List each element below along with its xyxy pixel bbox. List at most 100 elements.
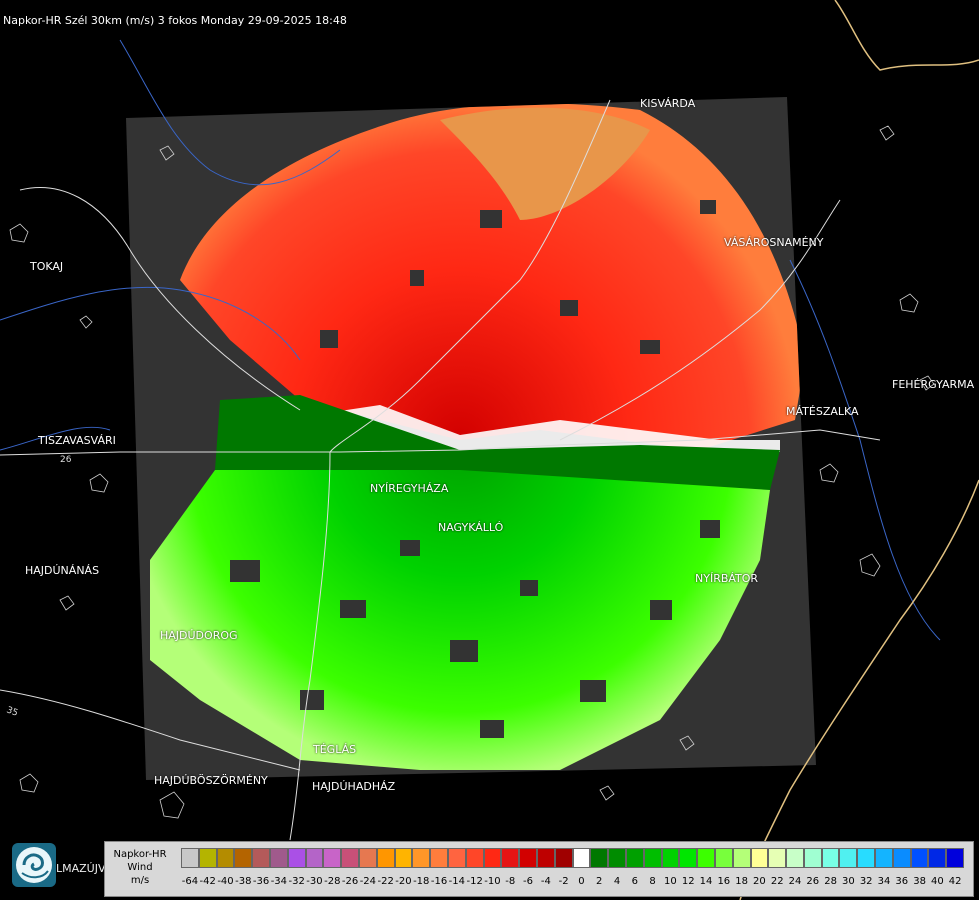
legend-label-line: m/s xyxy=(130,875,150,886)
legend-tick-label: 4 xyxy=(613,876,621,887)
legend-tick-label: -32 xyxy=(288,876,305,887)
legend-tick-label: -4 xyxy=(540,876,551,887)
logo-icon xyxy=(12,843,56,887)
legend-swatch xyxy=(358,848,377,868)
echo-northern-red xyxy=(180,103,805,450)
legend-swatch xyxy=(857,848,876,868)
river xyxy=(119,39,341,186)
city-label-hajduhadhaz: HAJDÚHADHÁZ xyxy=(312,780,396,793)
legend-tick-label: -26 xyxy=(341,876,359,887)
brand-text: LMAZÚJVÁR xyxy=(56,862,120,875)
country-border xyxy=(834,0,979,71)
legend-tick-label: -40 xyxy=(217,876,234,887)
legend-tick-label: 18 xyxy=(735,876,748,887)
legend-tick-label: -24 xyxy=(359,876,377,887)
legend-swatch xyxy=(323,848,342,868)
legend-swatch xyxy=(768,848,787,868)
legend-swatches xyxy=(181,848,965,870)
city-label-hajduboszormeny: HAJDÚBÖSZÖRMÉNY xyxy=(154,774,268,787)
legend-tick-label: 32 xyxy=(859,876,873,887)
legend-swatch xyxy=(643,848,662,868)
legend-tick-label: -20 xyxy=(395,876,412,887)
legend-label-line: Napkor-HR xyxy=(113,849,167,860)
city-label-hajdudorog: HAJDÚDOROG xyxy=(160,629,238,642)
color-legend: Napkor-HR Wind m/s -64 -42 -40 -38 -36 -34 -32… xyxy=(104,841,974,897)
legend-swatch xyxy=(198,848,217,868)
road-northwest xyxy=(19,187,301,411)
legend-tick-label: 22 xyxy=(770,876,784,887)
legend-tick-label: -38 xyxy=(235,876,252,887)
legend-tick-label: 24 xyxy=(788,876,802,887)
road-main xyxy=(0,429,881,456)
legend-swatch xyxy=(447,848,466,868)
legend-tick-label: -30 xyxy=(306,876,323,887)
city-label-kisvarda: KISVÁRDA xyxy=(640,97,696,110)
legend-ticks: -64 -42 -40 -38 -36 -34 -32 -30 -28 -26 -24 -22 -20-… xyxy=(181,876,964,890)
city-label-nagykallo: NAGYKÁLLÓ xyxy=(438,521,504,534)
legend-swatch xyxy=(252,848,270,868)
legend-swatch xyxy=(590,848,609,868)
city-label-teglas: TÉGLÁS xyxy=(313,743,357,756)
legend-tick-label: -18 xyxy=(413,876,430,887)
echo-dark-green xyxy=(215,395,780,490)
legend-tick-label: -8 xyxy=(505,876,516,887)
legend-swatch xyxy=(394,848,413,868)
legend-tick-label: 30 xyxy=(842,876,855,887)
legend-tick-label: 0 xyxy=(578,876,585,887)
city-label-vasarosnameny: VÁSÁROSNAMÉNY xyxy=(724,236,824,249)
legend-swatch xyxy=(536,848,555,868)
road-east xyxy=(559,199,841,441)
legend-tick-label: 10 xyxy=(664,876,677,887)
legend-tick-label: -64 xyxy=(181,876,199,887)
legend-swatch xyxy=(501,848,520,868)
legend-swatch xyxy=(430,848,448,868)
legend-swatch xyxy=(803,848,822,868)
legend-swatch xyxy=(679,848,698,868)
echo-orange-band xyxy=(440,107,650,220)
legend-tick-label: 2 xyxy=(596,876,603,887)
legend-swatch xyxy=(625,848,644,868)
city-label-fehergyarmat: FEHÉRGYARMA xyxy=(892,378,975,391)
legend-swatch xyxy=(732,848,751,868)
legend-tick-label: -10 xyxy=(484,876,501,887)
legend-tick-label: -42 xyxy=(199,876,216,887)
legend-swatch xyxy=(341,848,359,868)
legend-tick-label: -2 xyxy=(558,876,569,887)
legend-swatch xyxy=(465,848,484,868)
river xyxy=(0,426,111,451)
legend-swatch xyxy=(661,848,680,868)
legend-swatch xyxy=(750,848,769,868)
legend-swatch xyxy=(714,848,733,868)
legend-swatch xyxy=(412,848,431,868)
legend-tick-label: 40 xyxy=(931,876,944,887)
legend-tick-label: 26 xyxy=(806,876,820,887)
river xyxy=(0,286,301,361)
legend-swatch xyxy=(554,848,573,868)
legend-swatch xyxy=(946,848,965,868)
legend-swatch xyxy=(519,848,537,868)
road-north xyxy=(329,99,611,453)
legend-tick-label: -16 xyxy=(430,876,448,887)
legend-tick-label: 20 xyxy=(753,876,766,887)
legend-swatch xyxy=(216,848,235,868)
legend-swatch xyxy=(287,848,306,868)
map-title: Napkor-HR Szél 30km (m/s) 3 fokos Monday… xyxy=(3,14,347,27)
legend-swatch xyxy=(697,848,715,868)
legend-tick-label: 12 xyxy=(681,876,695,887)
legend-tick-label: -14 xyxy=(448,876,466,887)
legend-tick-label: 8 xyxy=(649,876,656,887)
legend-swatch xyxy=(892,848,911,868)
legend-swatch xyxy=(821,848,840,868)
legend-swatch xyxy=(305,848,324,868)
legend-tick-label: -34 xyxy=(270,876,288,887)
road-number: 26 xyxy=(60,455,72,465)
city-label-tiszavasvari: TISZAVASVÁRI xyxy=(38,434,116,447)
city-label-nyiregyhaza: NYÍREGYHÁZA xyxy=(370,482,449,495)
legend-swatch xyxy=(875,848,893,868)
legend-tick-label: 36 xyxy=(895,876,909,887)
legend-tick-label: -6 xyxy=(523,876,534,887)
road-southwest xyxy=(0,689,301,771)
legend-tick-label: -12 xyxy=(466,876,483,887)
city-label-hajdunanas: HAJDÚNÁNÁS xyxy=(25,564,100,577)
